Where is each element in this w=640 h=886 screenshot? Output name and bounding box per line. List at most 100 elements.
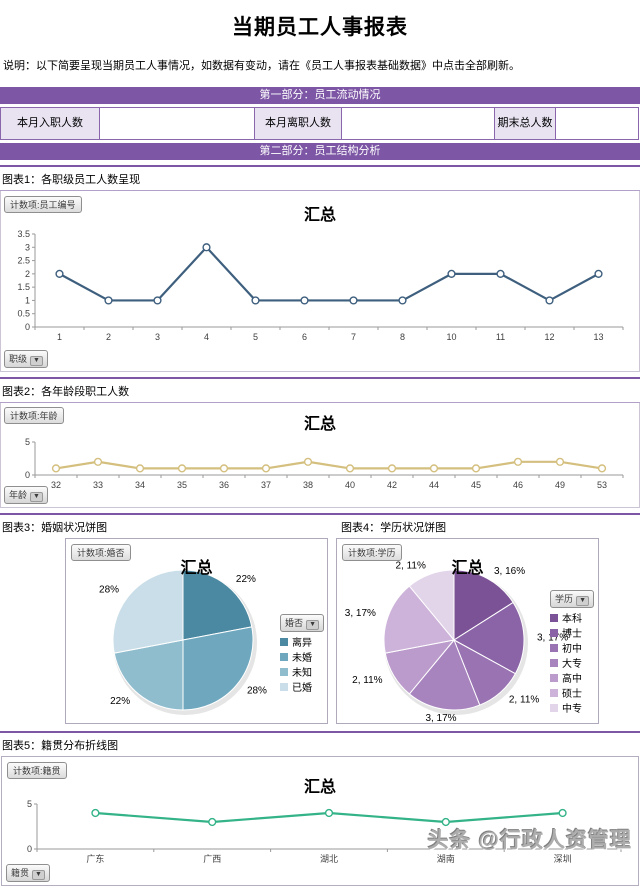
legend-item: 博士 xyxy=(550,627,594,642)
legend-swatch xyxy=(550,704,559,712)
legend-swatch xyxy=(550,689,559,697)
pie-slice xyxy=(113,639,184,711)
x-tick-label: 53 xyxy=(597,480,607,490)
data-label: 3, 16% xyxy=(494,566,525,577)
data-point xyxy=(202,243,211,252)
data-point xyxy=(558,808,567,818)
y-tick-label: 0 xyxy=(25,470,30,480)
chart3-panel: 计数项:婚否 汇总 22% 28% 22% 28% 婚否 ▼ 离异 未婚 未知 已婚 xyxy=(65,538,328,724)
chart5-title: 汇总 xyxy=(303,777,336,796)
data-point xyxy=(545,296,554,305)
x-tick-label: 33 xyxy=(93,480,103,490)
chart5-line-chart: 0 5 广东 广西 湖北 湖南 深圳 xyxy=(27,799,622,864)
pivot-field-button[interactable]: 计数项:年龄 xyxy=(4,407,64,424)
legend-swatch xyxy=(550,644,559,652)
legend-label: 大专 xyxy=(562,659,583,670)
legend-item: 中专 xyxy=(550,702,594,717)
x-tick-label: 12 xyxy=(544,332,554,342)
chart4-panel: 计数项:学历 汇总 3, 16% 3, 17% 2, 11% 3, 17% 2, 11%… xyxy=(336,538,599,724)
x-tick-label: 3 xyxy=(155,332,160,342)
chart3-legend: 婚否 ▼ 离异 未婚 未知 已婚 xyxy=(280,613,324,696)
x-tick-label: 湖南 xyxy=(437,853,455,864)
section-bar-part2: 第二部分：员工结构分析 xyxy=(0,143,640,160)
section-chart2: 图表2：各年龄段职工人数 计数项:年龄 汇总 0 5 32 33 34 35 36 37 38 4… xyxy=(0,377,640,508)
chart1-line-chart: 00.511.522.533.51 2 3 4 5 6 7 8 10 11 12 13 xyxy=(17,229,624,342)
data-point xyxy=(135,464,145,473)
x-tick-label: 13 xyxy=(593,332,603,342)
data-point xyxy=(429,464,439,473)
legend-item: 未知 xyxy=(280,666,324,681)
x-tick-label: 35 xyxy=(177,480,187,490)
section-chart5: 图表5：籍贯分布折线图 计数项:籍贯 汇总 0 5 广东 广西 湖北 湖南 深圳 籍贯 ▼ xyxy=(0,731,640,886)
legend-item: 初中 xyxy=(550,642,594,657)
pivot-field-button[interactable]: 计数项:婚否 xyxy=(71,544,131,561)
data-point xyxy=(387,464,397,473)
pivot-field-button[interactable]: 计数项:学历 xyxy=(342,544,402,561)
label-departures: 本月离职人数 xyxy=(254,107,342,140)
y-tick-label: 0 xyxy=(27,844,32,854)
chevron-down-icon: ▼ xyxy=(30,492,43,502)
axis-field-dropdown[interactable]: 职级 ▼ xyxy=(4,350,48,368)
data-point xyxy=(594,269,603,278)
y-tick-label: 3.5 xyxy=(17,229,30,239)
x-tick-label: 44 xyxy=(429,480,439,490)
axis-field-dropdown[interactable]: 籍贯 ▼ xyxy=(6,864,50,882)
data-point xyxy=(51,464,61,473)
chevron-down-icon: ▼ xyxy=(576,596,589,606)
legend-swatch xyxy=(280,653,289,661)
legend-field-dropdown[interactable]: 学历 ▼ xyxy=(550,590,594,608)
data-point xyxy=(303,457,313,466)
data-label: 28% xyxy=(99,585,119,596)
x-tick-label: 2 xyxy=(106,332,111,342)
value-departures[interactable] xyxy=(341,107,495,140)
x-tick-label: 10 xyxy=(446,332,456,342)
chart1-title: 汇总 xyxy=(303,205,336,224)
chart1-header: 图表1：各职级员工人数呈现 xyxy=(0,167,640,191)
chevron-down-icon: ▼ xyxy=(32,870,45,880)
data-point xyxy=(251,296,260,305)
data-point xyxy=(93,457,103,466)
series-line xyxy=(55,460,603,470)
pie-slice xyxy=(182,569,253,641)
y-tick-label: 2.5 xyxy=(17,256,30,266)
section-chart1: 图表1：各职级员工人数呈现 计数项:员工编号 汇总 0 0.5 1 1.5 2 2.5 3 3… xyxy=(0,165,640,372)
legend-field-dropdown[interactable]: 婚否 ▼ xyxy=(280,614,324,632)
chart4-header: 图表4：学历状况饼图 xyxy=(341,522,447,534)
chart2-line-chart: 0 5 32 33 34 35 36 37 38 40 42 44 45 46 49 53 xyxy=(25,437,624,490)
y-tick-label: 0 xyxy=(25,322,30,332)
y-tick-label: 2 xyxy=(25,269,30,279)
data-label: 22% xyxy=(110,696,130,707)
legend-swatch xyxy=(280,683,289,691)
pivot-field-button[interactable]: 计数项:员工编号 xyxy=(4,196,82,213)
legend-label: 本科 xyxy=(562,614,583,625)
data-point xyxy=(345,464,355,473)
legend-swatch xyxy=(550,659,559,667)
pie-slice xyxy=(453,569,514,641)
legend-item: 本科 xyxy=(550,612,594,627)
data-point xyxy=(208,817,217,827)
legend-label: 初中 xyxy=(562,644,583,655)
chart2-header: 图表2：各年龄段职工人数 xyxy=(0,379,640,403)
data-point xyxy=(324,808,334,818)
axis-field-dropdown[interactable]: 年龄 ▼ xyxy=(4,486,48,504)
data-point xyxy=(300,296,309,305)
legend-item: 未婚 xyxy=(280,651,324,666)
x-tick-label: 37 xyxy=(261,480,271,490)
x-tick-label: 34 xyxy=(135,480,145,490)
watermark: 头条 @行政人资管理 xyxy=(427,829,632,852)
chart3-pie-chart: 22% 28% 22% 28% xyxy=(99,569,267,715)
chart2-panel: 计数项:年龄 汇总 0 5 32 33 34 35 36 37 38 40 42 44 45 46 49 53… xyxy=(0,403,640,508)
label-new-hires: 本月入职人数 xyxy=(0,107,100,140)
pivot-field-button[interactable]: 计数项:籍贯 xyxy=(7,762,67,779)
x-tick-label: 11 xyxy=(496,332,505,342)
data-point xyxy=(55,269,64,278)
value-new-hires[interactable] xyxy=(99,107,255,140)
data-point xyxy=(496,269,505,278)
value-total-headcount[interactable] xyxy=(555,107,639,140)
legend-label: 已婚 xyxy=(292,683,313,694)
y-tick-label: 3 xyxy=(25,242,30,252)
x-tick-label: 7 xyxy=(351,332,356,342)
data-label: 22% xyxy=(236,574,256,585)
data-label: 3, 17% xyxy=(345,608,376,619)
data-point xyxy=(471,464,481,473)
